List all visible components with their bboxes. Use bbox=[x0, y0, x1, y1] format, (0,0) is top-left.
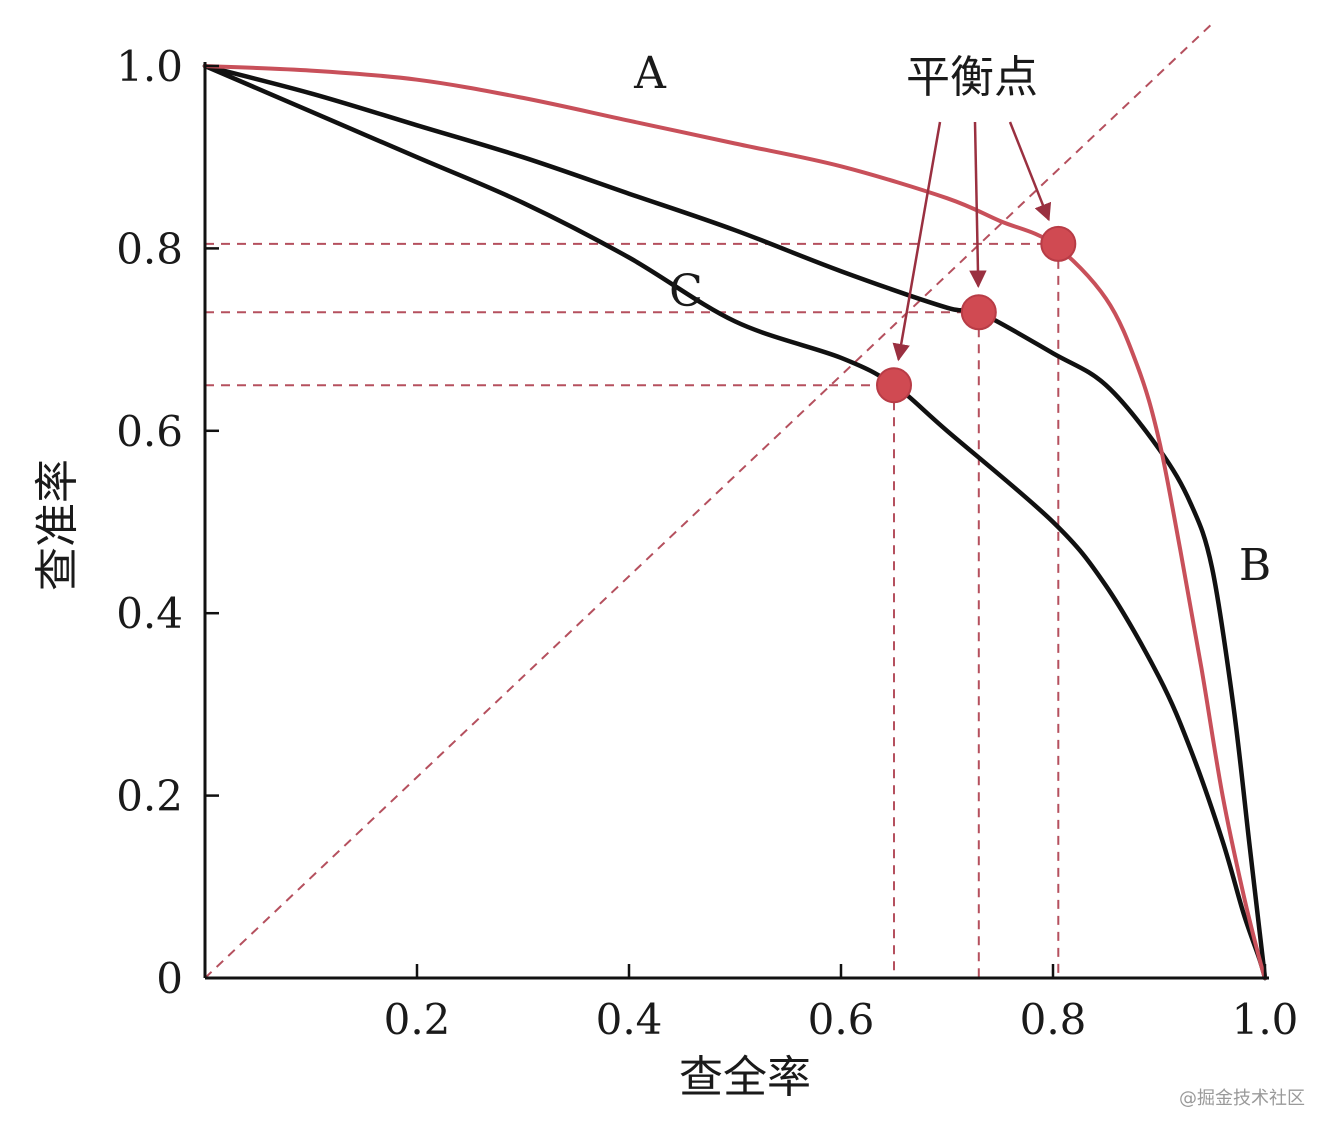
series-label-a: A bbox=[633, 48, 667, 99]
y-tick-label: 0.8 bbox=[116, 224, 183, 273]
break-even-annotation: 平衡点 bbox=[906, 52, 1038, 103]
labels-layer: 查全率 查准率 平衡点 A B C @掘金技术社区 bbox=[32, 48, 1305, 1109]
y-tick-label: 0.6 bbox=[116, 407, 183, 456]
annotation-arrow-a bbox=[1008, 121, 1052, 222]
break-even-point-c bbox=[876, 367, 912, 404]
x-tick-label: 0.2 bbox=[384, 995, 451, 1044]
series-label-c: C bbox=[669, 266, 703, 317]
annotation-arrows-layer bbox=[892, 121, 1052, 362]
y-tick-label: 1.0 bbox=[116, 42, 183, 91]
diagonal-reference-line bbox=[204, 20, 1216, 979]
series-label-b: B bbox=[1239, 540, 1271, 591]
series-line-a bbox=[203, 64, 1267, 980]
guide-lines-layer bbox=[204, 20, 1216, 979]
y-tick-label: 0.2 bbox=[116, 772, 183, 821]
axes-layer: 0.2 0.4 0.6 0.8 1.0 0 0.2 0.4 0.6 0.8 1.0 bbox=[116, 42, 1298, 1044]
annotation-arrow-b bbox=[969, 121, 987, 288]
break-even-points-layer bbox=[876, 225, 1077, 404]
x-tick-label: 0.6 bbox=[808, 995, 875, 1044]
x-tick-label: 0.4 bbox=[596, 995, 663, 1044]
series-layer bbox=[202, 63, 1268, 981]
y-axis-title: 查准率 bbox=[32, 459, 83, 591]
x-tick-label: 0.8 bbox=[1020, 995, 1087, 1044]
watermark-text: @掘金技术社区 bbox=[1179, 1088, 1305, 1109]
break-even-point-a bbox=[1040, 225, 1077, 262]
series-line-b bbox=[202, 63, 1268, 981]
series-line-c bbox=[202, 63, 1268, 981]
annotation-arrow-c bbox=[892, 121, 942, 362]
y-tick-label: 0 bbox=[156, 954, 183, 1003]
x-axis-title: 查全率 bbox=[679, 1052, 811, 1103]
x-tick-label: 1.0 bbox=[1232, 995, 1299, 1044]
break-even-point-b bbox=[960, 294, 997, 331]
y-tick-label: 0.4 bbox=[116, 589, 183, 638]
